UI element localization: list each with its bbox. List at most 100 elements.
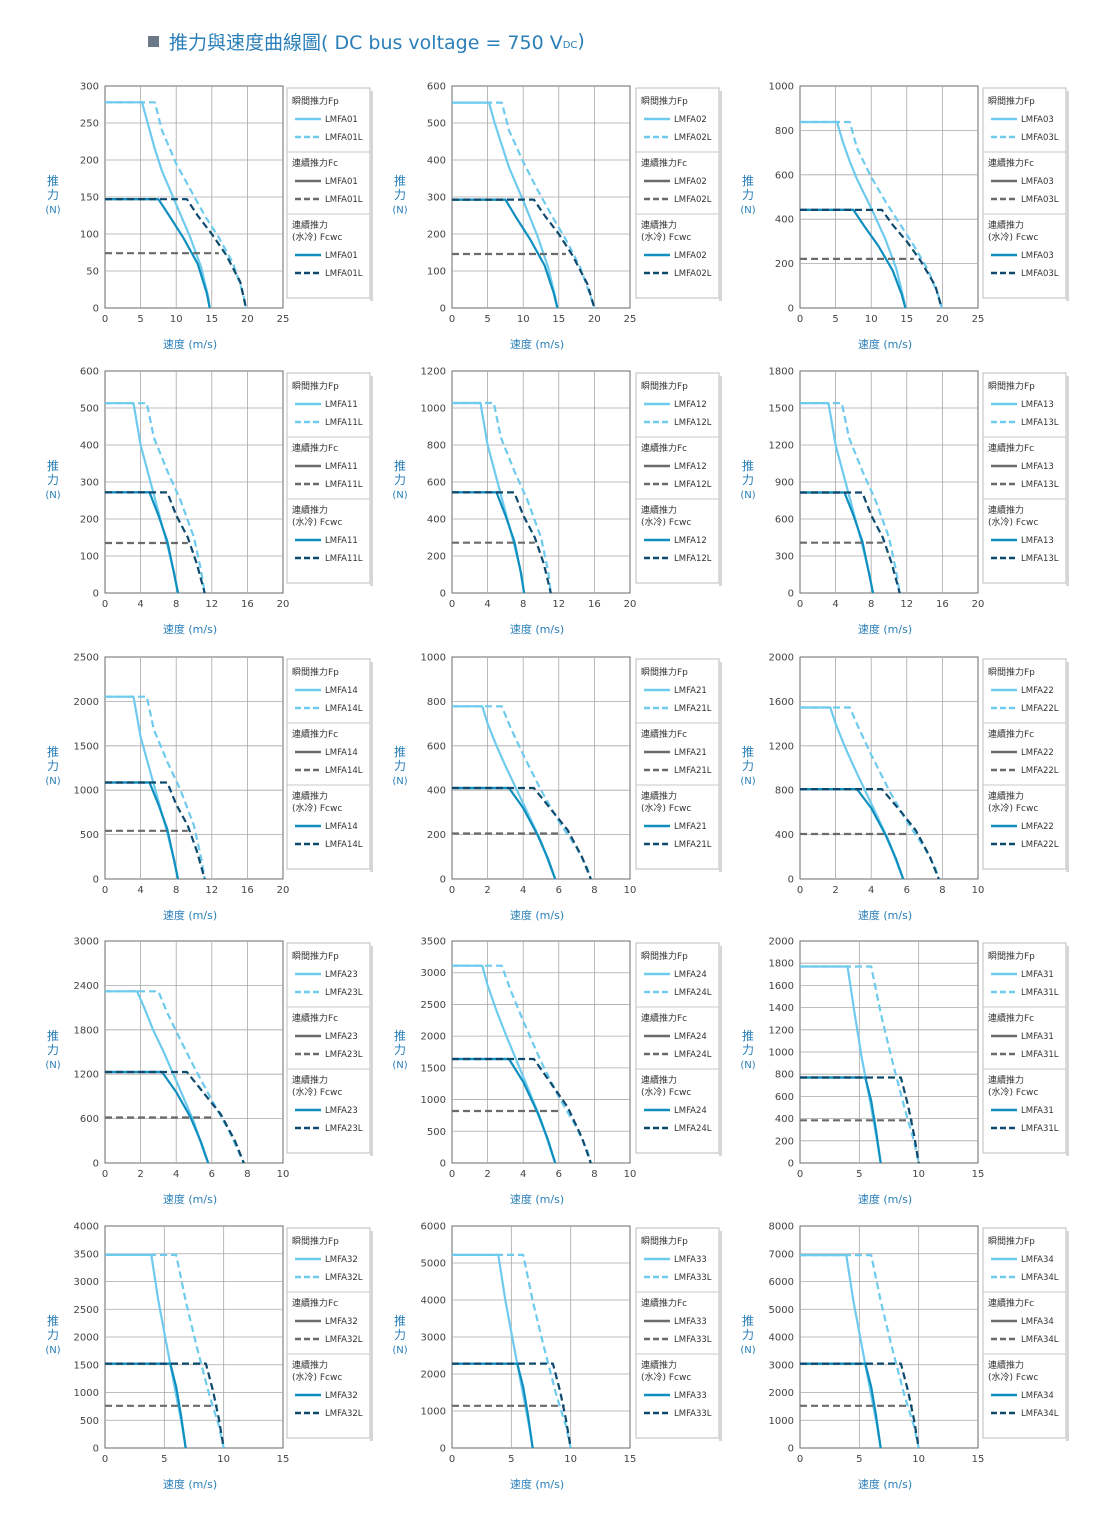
legend-label: LMFA32 — [325, 1255, 358, 1265]
x-tick-label: 10 — [170, 314, 183, 325]
legend-label: LMFA12 — [674, 536, 707, 546]
y-tick-label: 500 — [80, 404, 99, 415]
x-tick-label: 20 — [588, 314, 601, 325]
x-tick-label: 16 — [936, 599, 949, 610]
y-axis-label: 力 — [742, 473, 754, 487]
legend-label: LMFA31 — [1021, 1032, 1054, 1042]
legend-label: LMFA12L — [674, 480, 712, 490]
legend-group-title: 連續推力 — [988, 219, 1024, 231]
y-tick-label: 1600 — [769, 981, 794, 992]
plot-area — [451, 940, 631, 1164]
series-line-fp-long — [800, 1253, 920, 1449]
legend-group-title: 瞬間推力Fp — [292, 666, 339, 678]
x-tick-label: 12 — [552, 599, 565, 610]
legend-label: LMFA01 — [325, 251, 358, 261]
legend-group-title: 瞬間推力Fp — [988, 1235, 1035, 1247]
legend-label: LMFA33L — [674, 1409, 712, 1419]
y-tick-label: 1000 — [74, 1388, 99, 1399]
legend-label: LMFA03L — [1021, 269, 1059, 279]
y-tick-label: 1800 — [74, 1025, 99, 1036]
x-axis-label: 速度 (m/s) — [510, 1192, 564, 1206]
legend-label: LMFA22 — [1021, 686, 1054, 696]
y-axis-label: 推 — [394, 1029, 406, 1043]
y-axis-label: 推 — [394, 745, 406, 759]
legend-label: LMFA22L — [1021, 766, 1059, 776]
series-line-fcwc_long-long — [105, 198, 248, 309]
x-tick-label: 6 — [556, 1169, 562, 1180]
legend-group-title: 瞬間推力Fp — [641, 95, 688, 107]
title-end: ) — [577, 30, 585, 52]
y-tick-label: 2000 — [421, 1032, 446, 1043]
y-tick-label: 0 — [440, 1444, 446, 1455]
y-tick-label: 1000 — [769, 1416, 794, 1427]
x-tick-label: 25 — [277, 314, 290, 325]
y-axis-label: 推 — [394, 459, 406, 473]
y-tick-label: 4000 — [769, 1333, 794, 1344]
y-tick-label: 1400 — [769, 1003, 794, 1014]
legend-label: LMFA03L — [1021, 195, 1059, 205]
chart-2: 0 5 10 15 20 25 0 100 200 300 400 500 600 推力 (N) 速度 (m/… — [392, 82, 722, 351]
y-tick-label: 600 — [80, 367, 99, 378]
legend-label: LMFA13 — [1021, 400, 1054, 410]
legend-group-title: 瞬間推力Fp — [292, 1235, 339, 1247]
legend-group-title: 連續推力Fc — [988, 157, 1034, 169]
y-axis-label: 力 — [394, 473, 406, 487]
y-tick-label: 300 — [427, 193, 446, 204]
x-tick-label: 0 — [102, 1169, 108, 1180]
series-line-fcwc — [800, 208, 907, 309]
y-tick-label: 50 — [86, 267, 99, 278]
x-tick-label: 4 — [832, 599, 838, 610]
legend-shadow — [1066, 662, 1069, 872]
y-tick-label: 2400 — [74, 981, 99, 992]
legend-group-title: 連續推力Fc — [988, 1297, 1034, 1309]
y-tick-label: 3000 — [769, 1360, 794, 1371]
x-tick-label: 10 — [624, 885, 637, 896]
x-tick-label: 10 — [865, 314, 878, 325]
y-tick-label: 5000 — [769, 1305, 794, 1316]
y-tick-label: 400 — [427, 786, 446, 797]
legend-label: LMFA22 — [1021, 748, 1054, 758]
x-axis-label: 速度 (m/s) — [163, 1477, 217, 1491]
legend-box — [982, 1227, 1067, 1439]
x-tick-label: 10 — [912, 1169, 925, 1180]
series-line-fp-long — [105, 695, 206, 880]
y-tick-label: 1500 — [74, 1360, 99, 1371]
title-bullet-icon — [148, 35, 159, 47]
plot-area — [104, 940, 284, 1164]
legend-label: LMFA34 — [1021, 1255, 1054, 1265]
y-tick-label: 0 — [93, 589, 99, 600]
legend-shadow — [1066, 376, 1069, 586]
y-tick-label: 1200 — [74, 1070, 99, 1081]
y-tick-label: 3000 — [74, 1277, 99, 1288]
legend-label: LMFA11 — [325, 536, 358, 546]
y-axis-label: 力 — [394, 1328, 406, 1342]
legend-group-title: (水冷) Fcwc — [641, 516, 691, 528]
y-tick-label: 200 — [775, 1136, 794, 1147]
y-tick-label: 0 — [93, 875, 99, 886]
x-tick-label: 20 — [624, 599, 637, 610]
legend-label: LMFA21 — [674, 822, 707, 832]
x-tick-label: 10 — [624, 1169, 637, 1180]
legend-group-title: 連續推力 — [292, 504, 328, 516]
legend-label: LMFA02 — [674, 115, 707, 125]
x-tick-label: 4 — [137, 599, 143, 610]
series-line-fcwc_long-long — [452, 1362, 572, 1449]
y-tick-label: 200 — [427, 552, 446, 563]
y-tick-label: 1200 — [769, 441, 794, 452]
x-tick-label: 0 — [797, 885, 803, 896]
y-axis-label: 力 — [47, 188, 59, 202]
chart-10: 0 2 4 6 8 10 0 600 1200 1800 2400 3000 推力 (N) 速度 (m/s)… — [45, 937, 373, 1206]
y-tick-label: 500 — [427, 1127, 446, 1138]
y-axis-label: 推 — [742, 459, 754, 473]
y-tick-label: 200 — [427, 230, 446, 241]
plot-area — [451, 656, 631, 880]
legend-group-title: 連續推力Fc — [292, 728, 338, 740]
series-line-fp-long — [800, 965, 920, 1164]
y-tick-label: 0 — [440, 875, 446, 886]
y-tick-label: 900 — [775, 478, 794, 489]
y-axis-unit: (N) — [45, 490, 60, 501]
legend-group-title: (水冷) Fcwc — [988, 231, 1038, 243]
series-line-fcwc — [800, 1362, 882, 1449]
y-axis-unit: (N) — [45, 1345, 60, 1356]
